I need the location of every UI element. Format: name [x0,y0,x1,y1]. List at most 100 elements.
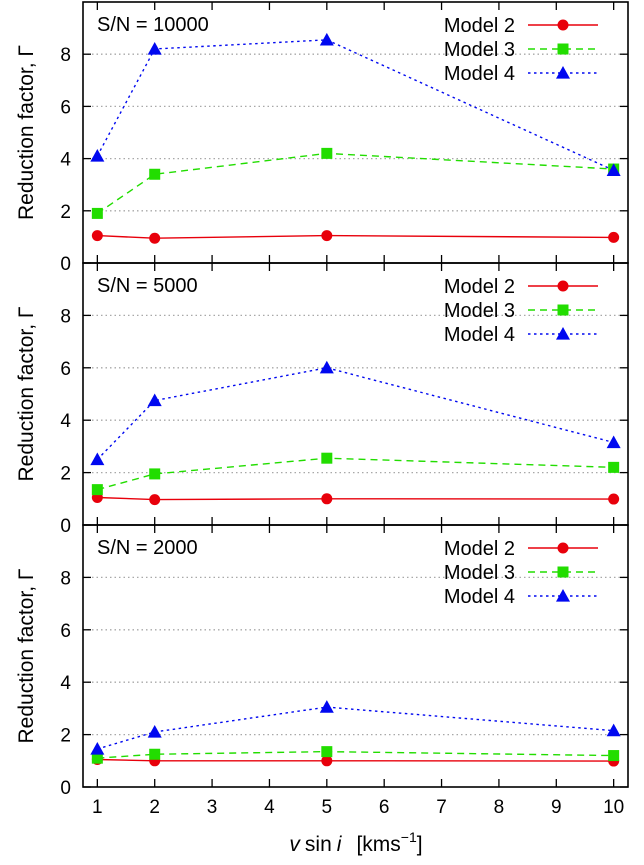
series-line-model-2 [97,758,614,762]
legend-label: Model 3 [444,562,515,584]
data-point-model-4 [319,700,334,713]
x-axis-title-part: −1 [401,829,417,845]
data-point-model-2 [149,232,161,244]
x-tick-label: 4 [264,797,275,818]
data-point-model-4 [606,723,621,737]
data-point-model-3 [608,750,620,762]
data-point-model-4 [90,148,105,162]
y-tick-label: 6 [60,621,71,642]
legend-marker [557,542,569,554]
x-axis-title: v sin i [kms−1] [289,829,422,856]
y-tick-label: 6 [60,97,71,118]
y-tick-label: 2 [60,202,71,223]
legend-label: Model 4 [444,63,515,85]
plot-frame [82,262,629,526]
data-point-model-4 [90,452,105,466]
legend-label: Model 4 [444,586,515,608]
data-point-model-3 [321,147,333,159]
x-tick-label: 2 [149,797,160,818]
x-axis-title-part: [kms [356,833,400,856]
legend-label: Model 2 [444,538,515,560]
data-point-model-4 [147,41,162,55]
data-point-model-4 [319,32,334,46]
legend-marker [556,589,570,602]
x-tick-label: 8 [494,797,505,818]
data-point-model-3 [91,207,103,219]
series-line-model-3 [96,152,614,214]
data-point-model-4 [90,742,105,755]
data-point-model-2 [321,230,333,242]
y-tick-label: 0 [60,254,71,275]
y-tick-label: 2 [60,464,71,485]
plot-frame [82,1,629,264]
data-point-model-3 [321,452,333,464]
y-tick-label: 4 [60,150,71,171]
data-point-model-4 [147,724,162,738]
x-tick-label: 5 [322,797,333,818]
series-line-model-4 [96,39,614,171]
legend-marker [557,19,569,31]
data-point-model-4 [606,163,621,176]
series-line-model-4 [97,706,614,750]
y-tick-label: 8 [60,568,71,589]
y-tick-label: 2 [60,726,71,747]
series-line-model-2 [97,234,614,239]
plot-frame [82,524,629,788]
legend-marker [557,43,569,55]
x-tick-label: 10 [603,797,624,818]
panel-label: S/N = 10000 [97,14,209,36]
y-tick-label: 0 [60,778,71,799]
y-tick-label: 8 [60,306,71,327]
x-tick-label: 6 [379,797,390,818]
legend-marker [556,66,570,79]
x-tick-label: 7 [436,797,447,818]
legend-label: Model 3 [444,39,515,61]
data-point-model-2 [608,493,620,505]
panel-label: S/N = 5000 [97,275,198,297]
data-point-model-3 [321,746,333,758]
legend-label: Model 2 [444,15,515,37]
data-point-model-2 [321,493,333,505]
panel-label: S/N = 2000 [97,537,198,559]
data-point-model-2 [608,231,620,243]
legend-marker [557,304,569,316]
data-point-model-2 [321,755,333,767]
legend-marker [557,280,569,292]
y-tick-label: 4 [60,673,71,694]
x-tick-label: 9 [551,797,562,818]
series-line-model-2 [97,496,614,501]
y-axis-title: Reduction factor, Γ [15,307,38,482]
data-point-model-2 [91,230,103,242]
data-point-model-3 [149,168,161,180]
data-point-model-4 [147,393,162,407]
legend-label: Model 2 [444,276,515,298]
x-axis-title-part: sin [305,833,332,856]
y-tick-label: 6 [60,359,71,380]
x-tick-label: 3 [207,797,218,818]
data-point-model-3 [149,468,161,480]
x-axis-title-part: ] [417,833,423,856]
y-tick-label: 8 [60,45,71,66]
legend-label: Model 3 [444,300,515,322]
series-line-model-3 [97,750,614,759]
data-point-model-2 [149,494,161,506]
y-axis-title: Reduction factor, Γ [15,45,38,220]
data-point-model-3 [149,748,161,760]
data-point-model-4 [319,360,334,374]
legend-label: Model 4 [444,324,515,346]
x-axis-title-part: i [337,833,343,856]
y-axis-title: Reduction factor, Γ [15,569,38,744]
data-point-model-4 [606,435,621,449]
legend-marker [557,566,569,578]
x-axis-title-part: v [289,833,301,856]
series-line-model-4 [96,367,614,460]
y-tick-label: 4 [60,411,71,432]
x-tick-label: 1 [92,797,103,818]
legend-marker [556,327,570,340]
data-point-model-3 [91,484,103,496]
